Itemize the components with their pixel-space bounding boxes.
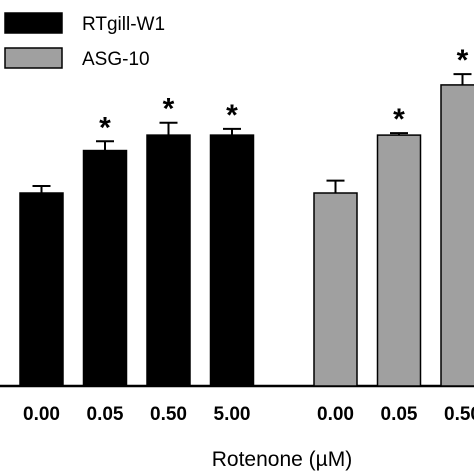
x-tick-label: 0.00: [23, 404, 60, 425]
bar-group-rtgill-w1: *: [146, 93, 191, 387]
x-tick-labels: 0.00 0.05 0.50 5.00 0.00 0.05 0.50: [23, 404, 474, 425]
bar-group-asg-10: [313, 179, 358, 387]
bar-asg-10-0.50: [440, 84, 474, 387]
x-tick-label: 0.50: [444, 404, 474, 425]
bar-asg-10-0.00: [313, 192, 358, 387]
bar-rtgill-w1-0.00: [19, 192, 64, 387]
legend-swatch-rtgill-w1: [4, 12, 63, 34]
x-axis-title: Rotenone (µM): [212, 448, 353, 471]
x-tick-label: 5.00: [214, 404, 251, 425]
x-tick-label: 0.00: [317, 404, 354, 425]
bar-asg-10-0.05: [376, 134, 422, 387]
legend-label-asg-10: ASG-10: [82, 49, 150, 70]
bar-group-rtgill-w1: *: [209, 99, 255, 387]
bar-group-rtgill-w1: [19, 185, 64, 387]
bar-rtgill-w1-0.05: [82, 149, 128, 387]
bar-group-asg-10: *: [376, 103, 422, 387]
significance-marker: *: [457, 44, 469, 77]
bar-group-asg-10: *: [440, 44, 474, 387]
significance-marker: *: [393, 103, 405, 136]
legend-label-rtgill-w1: RTgill-W1: [82, 14, 165, 35]
bars-layer: * * * * *: [19, 44, 474, 387]
bar-rtgill-w1-5.00: [209, 134, 255, 387]
significance-marker: *: [226, 99, 238, 132]
bar-group-rtgill-w1: *: [82, 111, 128, 387]
legend: RTgill-W1 ASG-10: [4, 12, 165, 70]
significance-marker: *: [99, 111, 111, 144]
legend-swatch-asg-10: [4, 47, 63, 69]
x-tick-label: 0.50: [150, 404, 187, 425]
x-tick-label: 0.05: [381, 404, 418, 425]
bar-rtgill-w1-0.50: [146, 134, 191, 387]
x-tick-label: 0.05: [87, 404, 124, 425]
significance-marker: *: [163, 93, 175, 126]
